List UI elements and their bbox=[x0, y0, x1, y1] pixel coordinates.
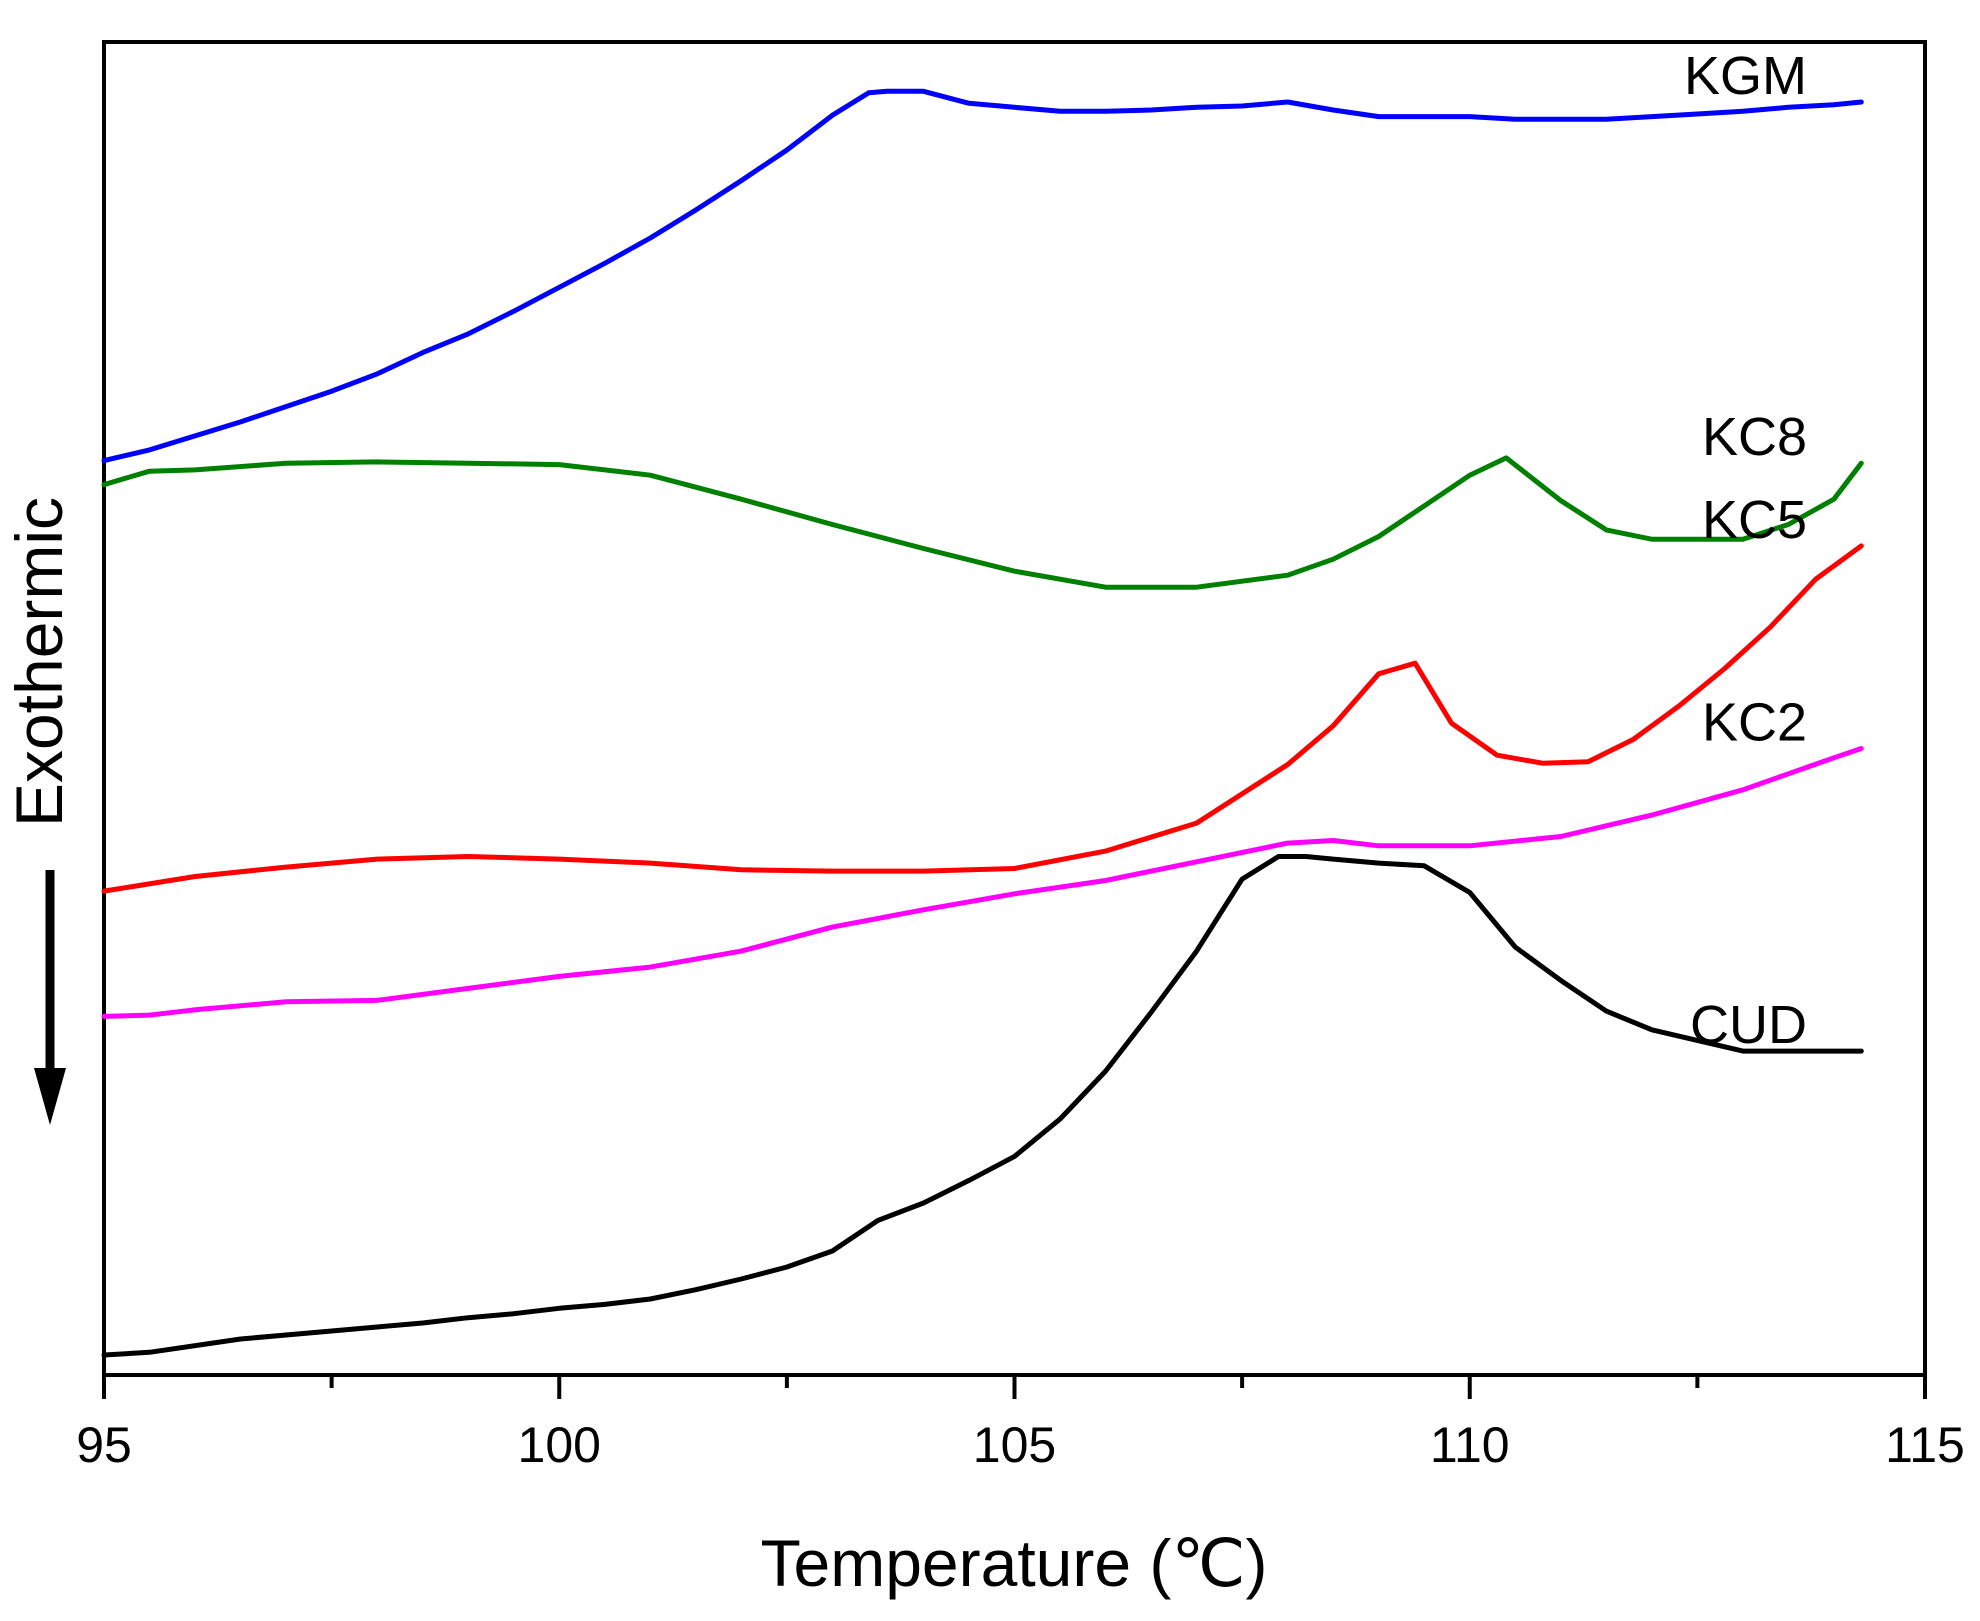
y-axis-title: Exothermic bbox=[2, 497, 76, 827]
x-tick-label: 115 bbox=[1885, 1417, 1965, 1473]
series-line-cud bbox=[101, 854, 1864, 1358]
x-tick-label: 110 bbox=[1430, 1417, 1510, 1473]
series-label-kc8: KC8 bbox=[1702, 407, 1807, 467]
series-line-kgm bbox=[101, 88, 1864, 464]
x-axis-ticks bbox=[102, 1375, 1927, 1399]
series-label-cud: CUD bbox=[1690, 995, 1807, 1055]
series-label-kc2: KC2 bbox=[1702, 692, 1807, 752]
x-axis-tick-labels: 95 100 105 110 115 bbox=[76, 1417, 1965, 1473]
down-arrow-icon bbox=[34, 870, 66, 1125]
series-lines bbox=[101, 88, 1864, 1358]
x-tick-label: 100 bbox=[518, 1417, 601, 1473]
x-tick-label: 105 bbox=[973, 1417, 1056, 1473]
x-tick-label: 95 bbox=[76, 1417, 132, 1473]
series-label-kc5: KC5 bbox=[1702, 490, 1807, 550]
plot-frame bbox=[102, 40, 1927, 1377]
series-label-kgm: KGM bbox=[1684, 46, 1807, 106]
series-line-kc2 bbox=[101, 746, 1864, 1019]
series-line-kc8 bbox=[101, 455, 1864, 590]
series-labels: KGM KC8 KC5 KC2 CUD bbox=[1684, 46, 1807, 1055]
x-axis-title: Temperature (℃) bbox=[761, 1526, 1268, 1600]
series-line-kc5 bbox=[101, 543, 1864, 894]
